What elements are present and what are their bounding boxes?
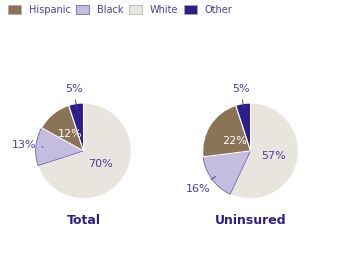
Text: 16%: 16% — [186, 176, 215, 194]
Wedge shape — [36, 128, 84, 166]
Wedge shape — [69, 103, 84, 151]
Text: Uninsured: Uninsured — [215, 214, 286, 227]
Text: 5%: 5% — [65, 85, 82, 108]
Text: 22%: 22% — [222, 136, 247, 146]
Text: 57%: 57% — [262, 151, 286, 161]
Text: 13%: 13% — [12, 140, 43, 150]
Wedge shape — [203, 151, 251, 194]
Text: 70%: 70% — [88, 158, 113, 168]
Wedge shape — [230, 103, 298, 199]
Wedge shape — [236, 103, 251, 151]
Wedge shape — [203, 105, 251, 157]
Text: 5%: 5% — [232, 85, 250, 108]
Text: 12%: 12% — [57, 129, 82, 139]
Legend: Hispanic, Black, White, Other: Hispanic, Black, White, Other — [8, 5, 232, 15]
Text: Total: Total — [66, 214, 101, 227]
Wedge shape — [42, 105, 84, 151]
Wedge shape — [38, 103, 131, 199]
